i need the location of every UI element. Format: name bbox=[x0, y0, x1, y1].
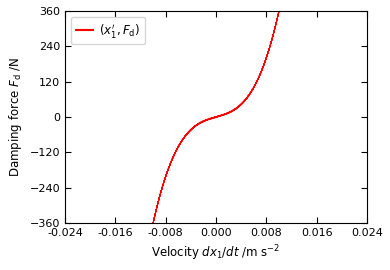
Y-axis label: Damping force $F_{\mathrm{d}}$ /N: Damping force $F_{\mathrm{d}}$ /N bbox=[7, 57, 24, 177]
X-axis label: Velocity $dx_1/dt$ /m s$^{-2}$: Velocity $dx_1/dt$ /m s$^{-2}$ bbox=[151, 244, 281, 263]
Legend: $(x_1', F_{\mathrm{d}})$: $(x_1', F_{\mathrm{d}})$ bbox=[71, 17, 145, 44]
